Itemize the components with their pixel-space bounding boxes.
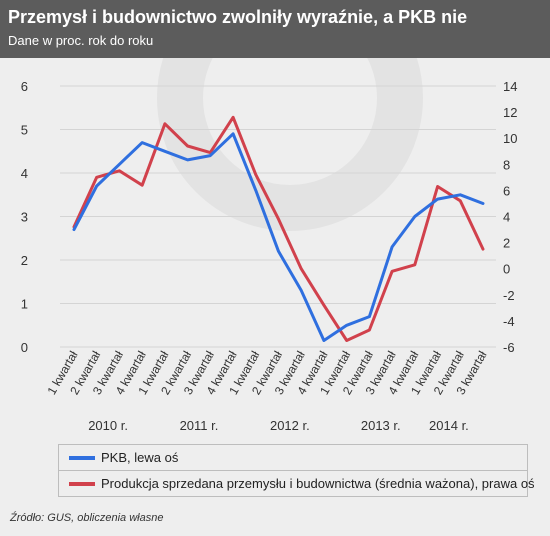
right-axis-tick-label: 10 [503,131,517,146]
legend-label-pkb: PKB, lewa oś [101,450,179,465]
right-axis-tick-label: 4 [503,210,510,225]
right-axis-tick-label: 6 [503,183,510,198]
chart-subtitle: Dane w proc. rok do roku [8,33,154,48]
year-label: 2012 r. [270,418,310,433]
left-axis-tick-label: 2 [21,253,28,268]
right-axis-tick-label: -6 [503,340,515,355]
year-label: 2013 r. [361,418,401,433]
series-line-pkb [72,132,485,342]
left-axis-tick-label: 3 [21,210,28,225]
legend-item-pkb: PKB, lewa oś [58,444,528,471]
year-label: 2011 r. [180,418,219,433]
right-axis-tick-label: 12 [503,105,517,120]
left-axis-tick-label: 5 [21,123,28,138]
series-line-industry [72,115,485,342]
right-axis-tick-label: -4 [503,314,515,329]
source-note: Źródło: GUS, obliczenia własne [10,512,164,524]
chart-header: Przemysł i budownictwo zwolniły wyraźnie… [0,0,550,58]
year-label: 2014 r. [429,418,469,433]
legend-label-industry: Produkcja sprzedana przemysłu i budownic… [101,476,535,491]
left-axis-tick-label: 0 [21,340,28,355]
left-axis-tick-label: 1 [21,297,28,312]
right-axis-tick-label: 8 [503,157,510,172]
legend-swatch-industry [69,482,95,486]
right-axis-tick-label: 2 [503,236,510,251]
legend-item-industry: Produkcja sprzedana przemysłu i budownic… [58,470,535,497]
legend-swatch-pkb [69,456,95,460]
year-label: 2010 r. [88,418,128,433]
right-axis-tick-label: 14 [503,79,517,94]
right-axis-tick-label: 0 [503,262,510,277]
left-axis-tick-label: 4 [21,166,28,181]
left-axis-tick-label: 6 [21,79,28,94]
chart-title: Przemysł i budownictwo zwolniły wyraźnie… [8,7,468,27]
watermark-logo [157,58,423,231]
right-axis-tick-label: -2 [503,288,515,303]
